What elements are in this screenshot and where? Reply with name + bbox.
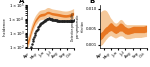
- Y-axis label: Incidence: Incidence: [3, 17, 7, 36]
- Y-axis label: Detection probability
per symptomatic
infection: Detection probability per symptomatic in…: [71, 12, 84, 41]
- Text: B: B: [90, 0, 95, 4]
- Text: A: A: [19, 0, 24, 4]
